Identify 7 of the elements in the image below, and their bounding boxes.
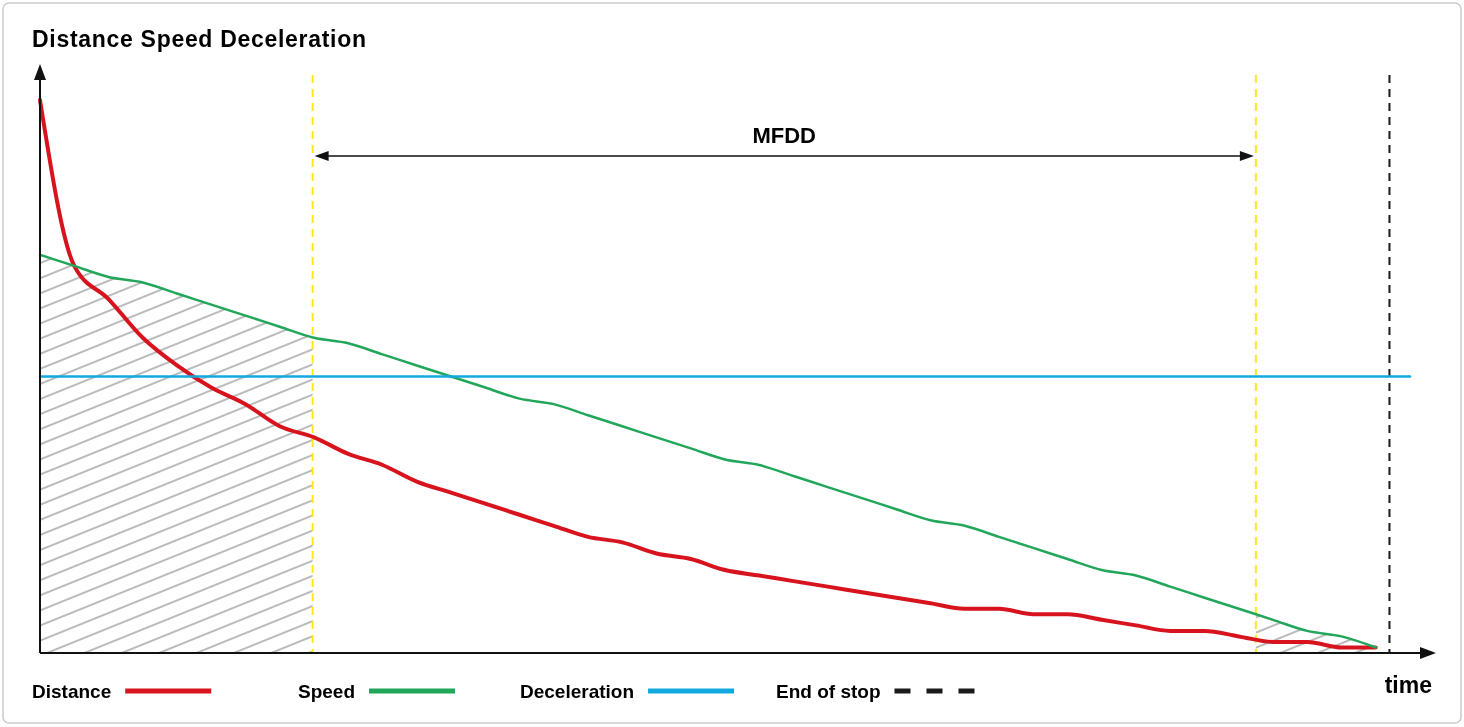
x-axis-title: time bbox=[1384, 672, 1432, 698]
legend-label: Deceleration bbox=[520, 681, 635, 702]
legend-label: Speed bbox=[298, 681, 356, 702]
legend-label: End of stop bbox=[776, 681, 881, 702]
chart-title: Distance Speed Deceleration bbox=[32, 26, 366, 52]
legend-label: Distance bbox=[32, 681, 112, 702]
annotation: MFDD bbox=[752, 123, 817, 148]
